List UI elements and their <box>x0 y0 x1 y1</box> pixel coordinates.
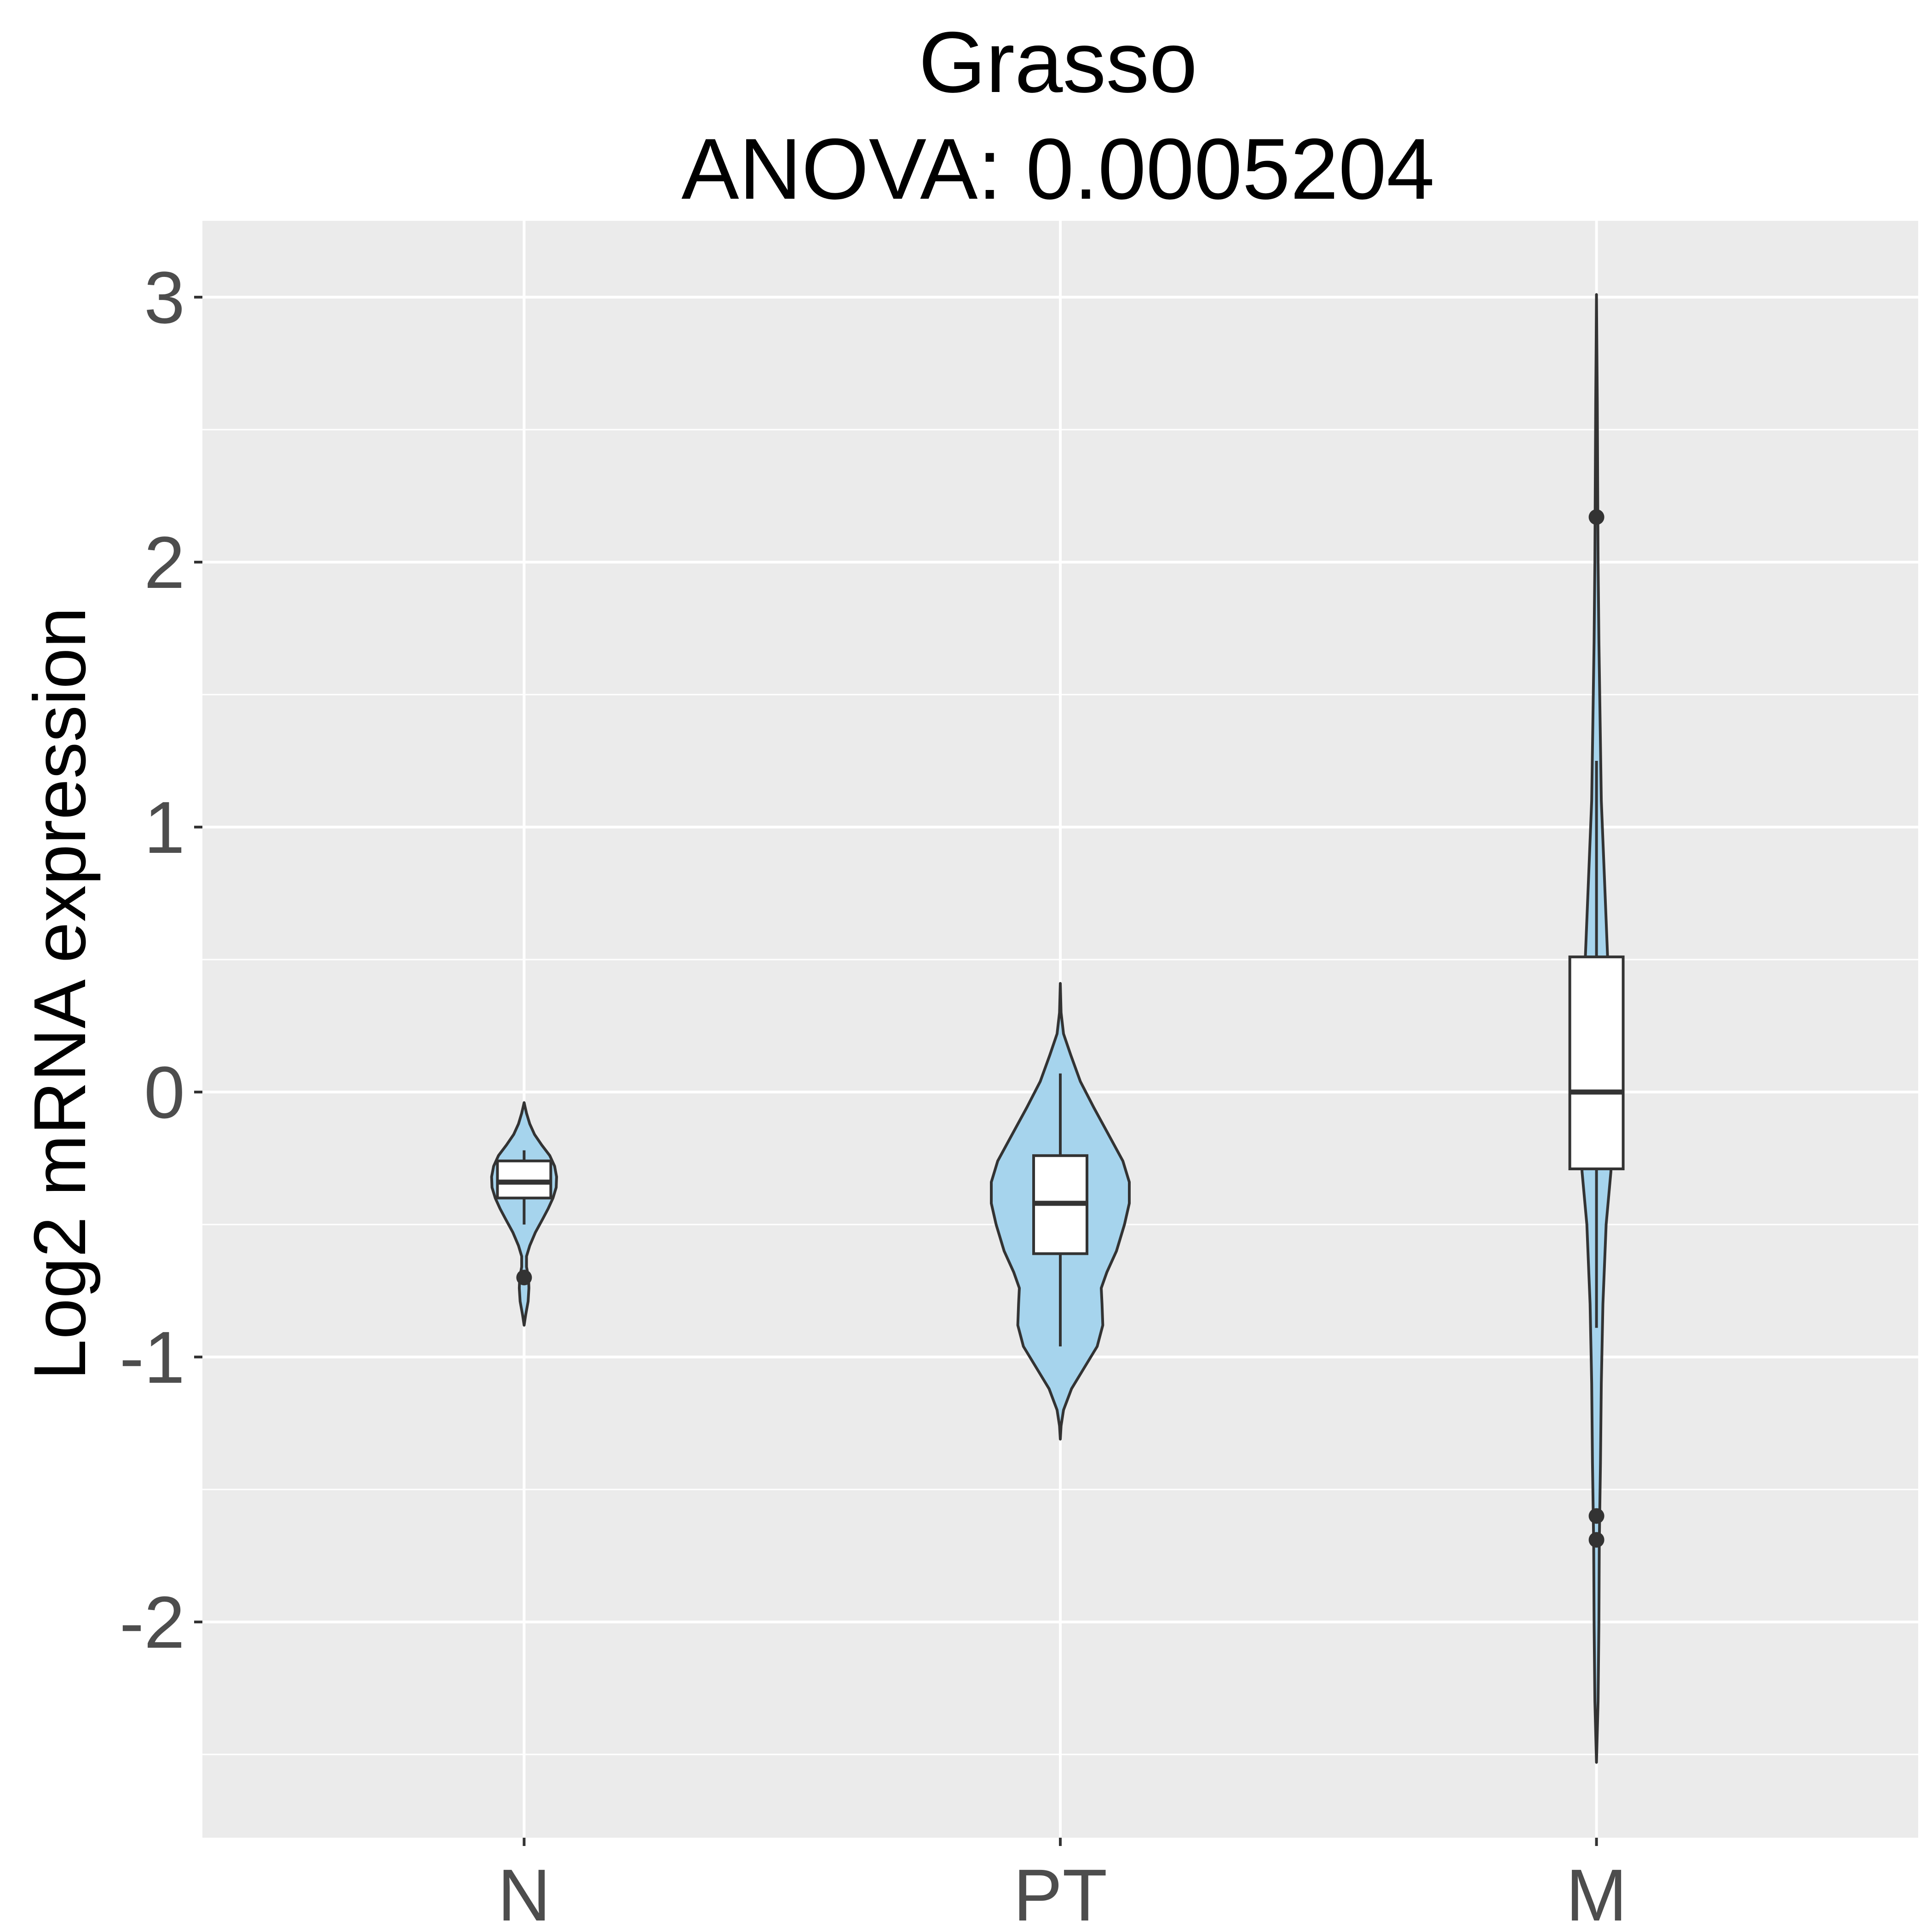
y-tick-label: -1 <box>120 1316 185 1398</box>
data-marks <box>490 293 1625 1764</box>
outlier-point-M <box>1588 1532 1604 1548</box>
box-N <box>496 1159 552 1200</box>
y-tick-label: 0 <box>144 1051 185 1133</box>
y-tick-label: 2 <box>144 521 185 604</box>
y-tick-label: 1 <box>144 786 185 868</box>
chart-title: Grasso <box>919 14 1197 110</box>
x-tick-label: M <box>1566 1854 1627 1932</box>
outlier-point-M <box>1588 509 1604 525</box>
outlier-point-N <box>516 1270 532 1286</box>
outlier-point-M <box>1588 1508 1604 1524</box>
x-tick-label: N <box>498 1854 551 1932</box>
y-axis-label: Log2 mRNA expression <box>18 607 101 1380</box>
y-tick-label: -2 <box>120 1581 185 1663</box>
box-M <box>1568 955 1625 1171</box>
axes: -2 -1 0 1 2 3 N PT M <box>120 256 1627 1932</box>
y-tick-label: 3 <box>144 256 185 339</box>
chart-subtitle: ANOVA: 0.0005204 <box>681 121 1434 217</box>
x-tick-label: PT <box>1013 1854 1107 1932</box>
